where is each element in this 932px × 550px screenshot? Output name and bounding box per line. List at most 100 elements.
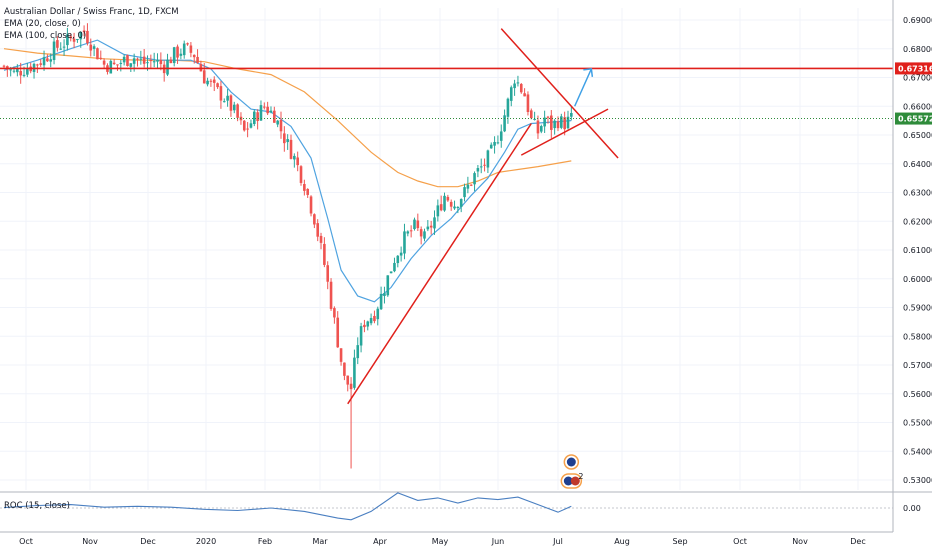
time-tick-label-6: Apr — [373, 537, 388, 546]
candle-body-61 — [206, 80, 209, 85]
candle-body-75 — [252, 111, 256, 125]
time-tick-label-13: Nov — [792, 537, 808, 546]
candle-body-122 — [409, 230, 413, 232]
candle-body-164 — [550, 115, 553, 130]
candle-body-3 — [12, 70, 16, 72]
candle-body-55 — [186, 43, 189, 45]
candle-body-72 — [242, 120, 246, 131]
candle-body-150 — [503, 115, 506, 132]
candle-body-26 — [89, 44, 93, 51]
candle-body-121 — [406, 231, 410, 234]
candle-body-126 — [423, 231, 426, 239]
ema100-line — [3, 48, 572, 188]
candle-body-98 — [329, 281, 333, 309]
candle-body-17 — [59, 48, 63, 50]
roc-legend[interactable]: ROC (15, close) — [4, 501, 70, 511]
candle-body-101 — [339, 348, 343, 362]
candle-body-160 — [536, 120, 540, 134]
candle-body-79 — [266, 106, 269, 114]
candle-body-24 — [82, 30, 86, 33]
candle-body-66 — [222, 101, 226, 103]
candle-body-18 — [62, 46, 66, 48]
candle-body-73 — [246, 128, 249, 130]
current-price-tag: 0.65572 — [898, 115, 932, 124]
candle-body-49 — [166, 59, 169, 75]
candle-body-137 — [459, 199, 463, 207]
candle-body-153 — [513, 83, 516, 89]
candle-body-158 — [529, 110, 533, 119]
candle-body-51 — [172, 47, 176, 64]
candle-body-93 — [313, 214, 316, 225]
candle-body-4 — [16, 69, 19, 73]
candle-body-95 — [319, 235, 323, 243]
annotation-triangle-upper-1 — [500, 28, 619, 159]
time-tick-label-8: Jun — [491, 537, 505, 546]
candle-body-91 — [306, 188, 309, 195]
time-tick-label-14: Dec — [850, 537, 865, 546]
candle-body-22 — [76, 39, 79, 41]
time-tick-label-0: Oct — [19, 537, 33, 546]
legend-ema100[interactable]: EMA (100, close, 0) — [4, 31, 87, 41]
candle-body-166 — [556, 121, 560, 129]
candle-body-63 — [212, 79, 216, 83]
candle-body-139 — [466, 184, 470, 189]
legend-symbol[interactable]: Australian Dollar / Swiss Franc, 1D, FXC… — [4, 7, 179, 17]
candle-body-76 — [256, 112, 259, 122]
candle-body-144 — [483, 164, 486, 166]
time-tick-label-2: Dec — [140, 537, 155, 546]
time-axis[interactable]: Oct Nov Dec 2020 Feb Mar Apr May Jun Jul Aug Sep Oct… — [0, 531, 893, 546]
candle-body-65 — [219, 86, 223, 101]
candle-body-41 — [139, 58, 143, 60]
candle-body-16 — [56, 40, 59, 48]
time-tick-label-12: Oct — [733, 537, 747, 546]
candle-body-143 — [479, 166, 483, 168]
time-tick-label-9: Jul — [552, 537, 563, 546]
candle-body-134 — [449, 201, 453, 207]
candle-body-78 — [263, 106, 266, 108]
candle-body-21 — [72, 38, 76, 42]
candle-body-131 — [439, 204, 443, 211]
candle-body-54 — [182, 43, 186, 56]
candle-body-82 — [276, 120, 279, 125]
candle-body-149 — [499, 131, 503, 141]
time-tick-label-5: Mar — [312, 537, 328, 546]
time-tick-label-4: Feb — [258, 537, 272, 546]
candle-body-92 — [309, 196, 313, 214]
candle-body-154 — [516, 82, 520, 84]
event-badges[interactable]: 2 — [560, 454, 583, 489]
candle-body-44 — [149, 60, 153, 62]
candle-body-138 — [463, 187, 466, 198]
current-price-tag-bg — [895, 112, 932, 125]
candle-body-142 — [476, 168, 480, 172]
legend-ema20[interactable]: EMA (20, close, 0) — [4, 19, 81, 29]
candle-body-110 — [369, 318, 373, 324]
candle-body-40 — [136, 58, 139, 60]
annotation-triangle-lower-2 — [520, 108, 609, 156]
candle-body-83 — [279, 119, 283, 132]
candles — [2, 23, 573, 469]
candle-body-116 — [389, 271, 393, 274]
candle-body-43 — [146, 62, 149, 64]
candle-body-94 — [316, 223, 320, 237]
candle-body-74 — [249, 123, 253, 128]
candle-body-57 — [192, 54, 196, 58]
candle-body-90 — [303, 183, 306, 191]
candle-body-146 — [489, 144, 493, 149]
candle-body-163 — [546, 116, 550, 118]
candle-body-80 — [269, 110, 273, 113]
candle-body-161 — [539, 126, 543, 132]
candle-body-20 — [69, 36, 73, 39]
candle-body-127 — [426, 226, 430, 230]
candle-body-99 — [333, 308, 336, 318]
candle-body-12 — [42, 57, 46, 66]
